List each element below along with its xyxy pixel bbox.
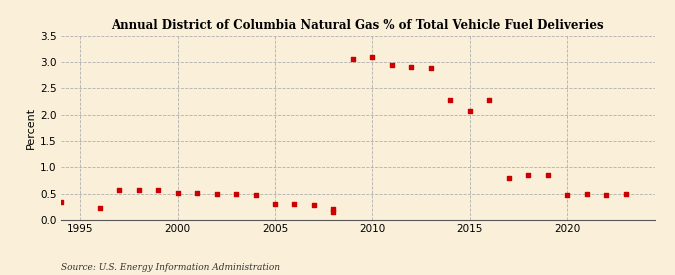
- Point: [484, 98, 495, 102]
- Point: [425, 66, 436, 71]
- Point: [133, 188, 144, 192]
- Point: [114, 188, 125, 192]
- Point: [504, 176, 514, 180]
- Point: [153, 188, 163, 192]
- Point: [250, 192, 261, 197]
- Point: [445, 98, 456, 102]
- Point: [406, 65, 416, 70]
- Point: [348, 57, 358, 62]
- Point: [192, 190, 202, 195]
- Title: Annual District of Columbia Natural Gas % of Total Vehicle Fuel Deliveries: Annual District of Columbia Natural Gas …: [111, 19, 604, 32]
- Point: [328, 209, 339, 214]
- Text: Source: U.S. Energy Information Administration: Source: U.S. Energy Information Administ…: [61, 263, 279, 271]
- Point: [542, 173, 553, 177]
- Point: [95, 206, 105, 211]
- Point: [601, 192, 612, 197]
- Point: [289, 202, 300, 207]
- Point: [581, 191, 592, 196]
- Point: [464, 108, 475, 113]
- Point: [308, 203, 319, 207]
- Point: [522, 173, 533, 177]
- Point: [562, 192, 572, 197]
- Point: [231, 191, 242, 196]
- Point: [386, 62, 397, 67]
- Y-axis label: Percent: Percent: [26, 107, 36, 149]
- Point: [269, 202, 280, 207]
- Point: [620, 191, 631, 196]
- Point: [328, 207, 339, 212]
- Point: [172, 190, 183, 195]
- Point: [211, 191, 222, 196]
- Point: [55, 199, 66, 204]
- Point: [367, 55, 378, 59]
